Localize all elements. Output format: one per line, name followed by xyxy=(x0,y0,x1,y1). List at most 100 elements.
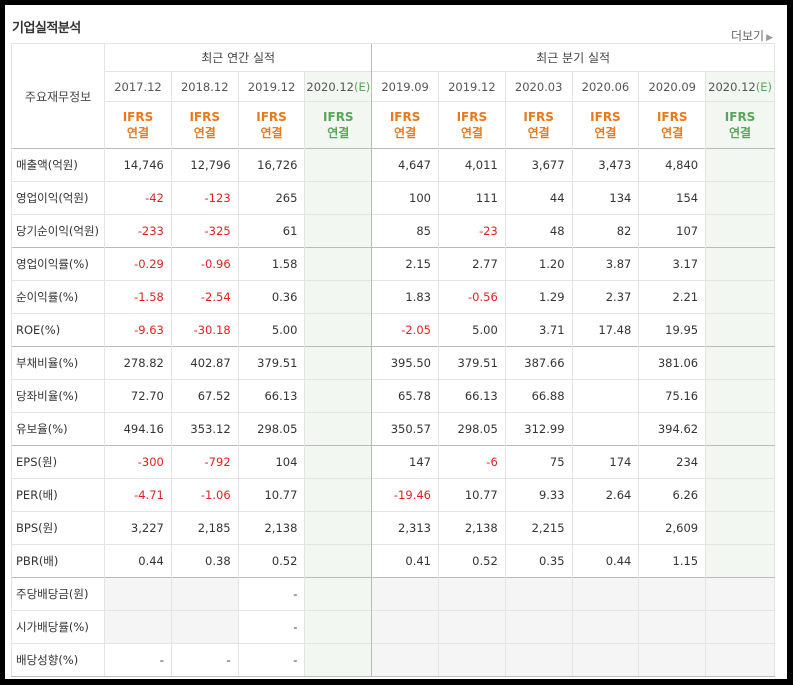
table-cell xyxy=(705,346,775,380)
table-cell: -233 xyxy=(104,214,172,248)
table-cell: 75 xyxy=(504,445,573,479)
period-header: 2019.09 xyxy=(371,71,439,102)
table-cell: 2.15 xyxy=(371,247,439,281)
table-cell xyxy=(705,379,775,413)
period-header: 2019.12 xyxy=(437,71,506,102)
ifrs-label: IFRS 연결 xyxy=(638,101,706,149)
ifrs-top: IFRS xyxy=(456,110,488,124)
table-cell xyxy=(571,511,639,545)
table-cell: -2.54 xyxy=(170,280,239,314)
row-label: 당기순이익(억원) xyxy=(10,214,105,248)
table-cell: 3.87 xyxy=(571,247,639,281)
table-cell: -300 xyxy=(104,445,172,479)
period-date: 2020.12 xyxy=(306,79,354,94)
table-cell xyxy=(304,181,372,215)
table-cell xyxy=(371,577,439,611)
table-cell: 0.44 xyxy=(571,544,639,578)
ifrs-top: IFRS xyxy=(389,110,421,124)
table-cell xyxy=(304,643,372,677)
more-link[interactable]: 더보기 ▶ xyxy=(731,27,773,44)
table-cell: 402.87 xyxy=(170,346,239,380)
table-row: ROE(%) -9.63 -30.18 5.00 -2.05 5.00 3.71 17.48 1… xyxy=(10,313,775,347)
table-cell: 61 xyxy=(237,214,305,248)
table-cell: 4,011 xyxy=(437,148,506,182)
table-cell xyxy=(638,610,706,644)
table-cell: 379.51 xyxy=(437,346,506,380)
table-cell: -23 xyxy=(437,214,506,248)
table-cell xyxy=(705,280,775,314)
ifrs-label: IFRS 연결 xyxy=(237,101,305,149)
table-cell: 1.20 xyxy=(504,247,573,281)
table-row: PER(배) -4.71 -1.06 10.77 -19.46 10.77 9.33 2.64… xyxy=(10,478,775,512)
table-row: 시가배당률(%) - xyxy=(10,610,775,644)
table-cell: - xyxy=(170,643,239,677)
row-label: 당좌비율(%) xyxy=(10,379,105,413)
table-cell: 350.57 xyxy=(371,412,439,446)
ifrs-label: IFRS 연결 xyxy=(104,101,172,149)
row-label: 유보율(%) xyxy=(10,412,105,446)
table-cell xyxy=(304,412,372,446)
table-cell: 4,840 xyxy=(638,148,706,182)
table-cell xyxy=(304,313,372,347)
table-cell: 0.35 xyxy=(504,544,573,578)
table-cell: 3,473 xyxy=(571,148,639,182)
ifrs-top: IFRS xyxy=(724,110,756,124)
table-cell: 6.26 xyxy=(638,478,706,512)
table-cell: 75.16 xyxy=(638,379,706,413)
table-cell: 66.88 xyxy=(504,379,573,413)
period-date: 2019.12 xyxy=(448,79,496,94)
table-cell: 298.05 xyxy=(437,412,506,446)
table-cell: -792 xyxy=(170,445,239,479)
table-cell: 0.38 xyxy=(170,544,239,578)
row-label: 매출액(억원) xyxy=(10,148,105,182)
table-cell: 82 xyxy=(571,214,639,248)
table-cell: 5.00 xyxy=(437,313,506,347)
table-cell xyxy=(304,544,372,578)
table-cell: 2,215 xyxy=(504,511,573,545)
table-cell: 3.17 xyxy=(638,247,706,281)
table-cell xyxy=(705,148,775,182)
table-cell: -325 xyxy=(170,214,239,248)
period-header: 2020.12(E) xyxy=(304,71,372,102)
estimate-mark: (E) xyxy=(755,79,772,94)
period-date: 2020.06 xyxy=(581,79,630,94)
period-date: 2017.12 xyxy=(114,79,162,94)
table-cell: 278.82 xyxy=(104,346,172,380)
table-cell: 2,313 xyxy=(371,511,439,545)
ifrs-label: IFRS 연결 xyxy=(504,101,573,149)
table-cell: 234 xyxy=(638,445,706,479)
table-cell: -9.63 xyxy=(104,313,172,347)
ifrs-bottom: 연결 xyxy=(729,126,752,140)
table-cell: 387.66 xyxy=(504,346,573,380)
table-cell: 65.78 xyxy=(371,379,439,413)
table-cell: 381.06 xyxy=(638,346,706,380)
table-cell xyxy=(104,610,172,644)
table-cell: 0.52 xyxy=(237,544,305,578)
table-cell: -4.71 xyxy=(104,478,172,512)
table-cell: 12,796 xyxy=(170,148,239,182)
row-label: 영업이익(억원) xyxy=(10,181,105,215)
table-cell: -19.46 xyxy=(371,478,439,512)
ifrs-top: IFRS xyxy=(256,110,287,124)
ifrs-label: IFRS 연결 xyxy=(304,101,372,149)
table-cell: 312.99 xyxy=(504,412,573,446)
table-cell: 174 xyxy=(571,445,639,479)
table-cell xyxy=(705,445,775,479)
table-cell xyxy=(304,445,372,479)
table-cell: -1.58 xyxy=(104,280,172,314)
table-cell: -42 xyxy=(104,181,172,215)
table-cell: -123 xyxy=(170,181,239,215)
table-cell xyxy=(638,577,706,611)
table-cell: 265 xyxy=(237,181,305,215)
table-cell: 0.41 xyxy=(371,544,439,578)
period-date: 2019.12 xyxy=(247,79,296,94)
table-cell xyxy=(705,214,775,248)
table-cell xyxy=(571,643,639,677)
table-cell: 2.64 xyxy=(571,478,639,512)
period-header: 2019.12 xyxy=(237,71,305,102)
chevron-right-icon: ▶ xyxy=(766,33,773,43)
table-cell: 9.33 xyxy=(504,478,573,512)
table-cell: 2.77 xyxy=(437,247,506,281)
table-cell xyxy=(437,643,506,677)
period-header: 2020.06 xyxy=(571,71,639,102)
